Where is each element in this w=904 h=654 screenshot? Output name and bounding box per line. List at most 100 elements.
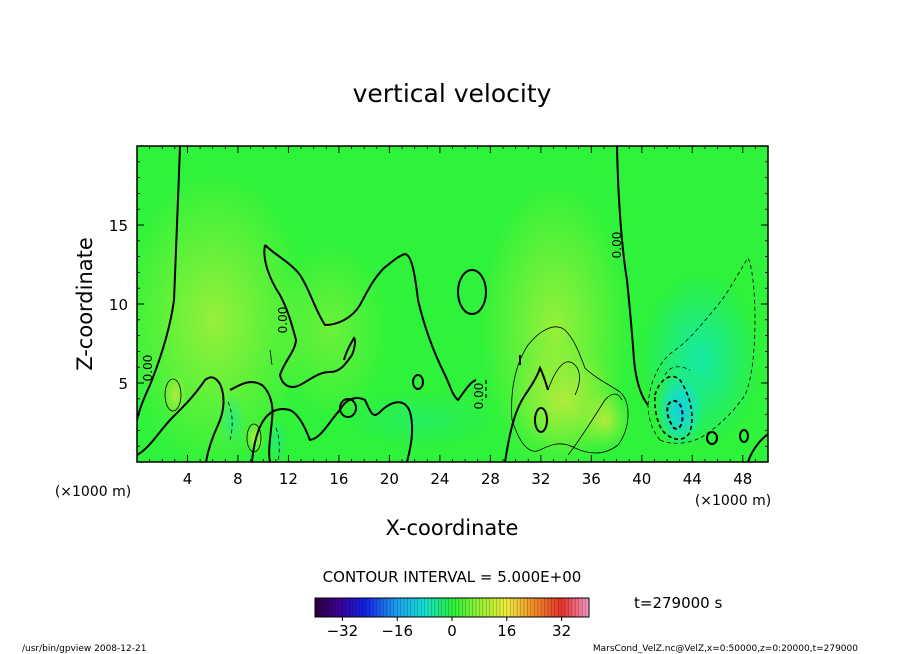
- colorbar-segment: [441, 598, 446, 617]
- updraft-core-small: [245, 420, 265, 456]
- colorbar-tick-label: 32: [552, 622, 571, 640]
- x-axis-label: X-coordinate: [386, 516, 519, 540]
- colorbar-ticks: −32 −16 0 16 32: [327, 617, 571, 640]
- x-tick-label: 40: [632, 470, 651, 488]
- colorbar-segment: [373, 598, 377, 617]
- colorbar-segment: [397, 598, 401, 617]
- colorbar-segment: [345, 598, 350, 617]
- contour-label-1: 0.00: [141, 355, 155, 382]
- contour-negative-left-2: [275, 427, 280, 462]
- colorbar-segment: [527, 598, 532, 617]
- contour-negative-5: [647, 257, 756, 444]
- contour-positive-5: [511, 326, 629, 454]
- colorbar-segment: [513, 598, 518, 617]
- colorbar-segment: [325, 598, 329, 617]
- contour-zero-loop-5: [706, 431, 718, 445]
- y-axis-unit: (×1000 m): [55, 484, 131, 500]
- x-axis-ticks: 4 8 12 16 20 24 28 32 36 40 44 48: [149, 146, 756, 488]
- colorbar-segment: [452, 598, 456, 617]
- contour-zero-loop-2: [339, 398, 357, 418]
- y-tick-label: 15: [109, 217, 128, 235]
- colorbar-segment: [321, 598, 326, 617]
- colorbar-segment: [517, 598, 521, 617]
- colorbar-segment: [541, 598, 545, 617]
- colorbar-segment: [414, 598, 419, 617]
- colorbar-segment: [369, 598, 374, 617]
- colorbar-segment: [386, 598, 391, 617]
- colorbar-segment: [479, 598, 484, 617]
- colorbar-segment: [537, 598, 542, 617]
- colorbar-tick-label: −32: [327, 622, 359, 640]
- contour-interval-text: CONTOUR INTERVAL = 5.000E+00: [323, 568, 582, 586]
- colorbar-segment: [523, 598, 528, 617]
- colorbar-segment: [383, 598, 388, 617]
- colorbar-segment: [544, 598, 549, 617]
- colorbar-segment: [335, 598, 340, 617]
- colorbar-segment: [482, 598, 487, 617]
- contour-zero-loop: [457, 269, 487, 315]
- positive-contours: [164, 326, 629, 456]
- colorbar-segment: [585, 598, 590, 617]
- contour-positive-10: [547, 361, 580, 396]
- contour-negative-15: [666, 399, 684, 430]
- chart-title: vertical velocity: [353, 79, 552, 108]
- colorbar-segment: [455, 598, 460, 617]
- contour-zero-right: [616, 146, 649, 406]
- colorbar-segment: [465, 598, 470, 617]
- colorbar-segment: [410, 598, 415, 617]
- colorbar-segment: [438, 598, 443, 617]
- x-tick-label: 16: [329, 470, 348, 488]
- colorbar-segment: [565, 598, 569, 617]
- colorbar-segment: [558, 598, 562, 617]
- contour-negative-5b: [647, 404, 661, 441]
- negative-contours: [227, 257, 756, 462]
- colorbar: [314, 598, 590, 617]
- footer-left: /usr/bin/gpview 2008-12-21: [22, 644, 146, 654]
- contour-label-2: 0.00: [276, 307, 290, 334]
- colorbar-segment: [342, 598, 347, 617]
- colorbar-segment: [520, 598, 525, 617]
- contour-positive-small: [246, 423, 262, 453]
- heatmap-field: 0.00 0.00 0.00 0.00: [137, 146, 768, 462]
- downdraft-low-left-2: [268, 418, 288, 462]
- x-tick-label: 32: [531, 470, 550, 488]
- colorbar-segment: [390, 598, 395, 617]
- colorbar-segment: [366, 598, 371, 617]
- colorbar-segment: [530, 598, 535, 617]
- colorbar-tick-label: 16: [497, 622, 516, 640]
- colorbar-segment: [554, 598, 559, 617]
- colorbar-segment: [575, 598, 580, 617]
- colorbar-segment: [445, 598, 449, 617]
- colorbar-segment: [499, 598, 504, 617]
- colorbar-segment: [475, 598, 480, 617]
- colorbar-segment: [561, 598, 566, 617]
- colorbar-segment: [503, 598, 508, 617]
- colorbar-segment: [356, 598, 360, 617]
- y-tick-label: 10: [109, 296, 128, 314]
- colorbar-segment: [434, 598, 439, 617]
- colorbar-segment: [534, 598, 538, 617]
- colorbar-segment: [486, 598, 490, 617]
- colorbar-tick-label: −16: [381, 622, 413, 640]
- colorbar-segment: [424, 598, 429, 617]
- colorbar-segment: [328, 598, 333, 617]
- zero-contours: [137, 146, 768, 462]
- x-tick-label: 24: [430, 470, 449, 488]
- updraft-core-right-2: [580, 390, 630, 450]
- colorbar-segment: [352, 598, 357, 617]
- contour-zero-loop-6: [739, 429, 749, 443]
- updraft-core-left: [163, 373, 187, 417]
- colorbar-tick-label: 0: [447, 622, 457, 640]
- colorbar-segment: [493, 598, 497, 617]
- colorbar-segment: [349, 598, 353, 617]
- contour-zero-loop-4: [534, 407, 548, 433]
- colorbar-segment: [332, 598, 336, 617]
- y-axis-ticks: 5 10 15: [109, 161, 768, 447]
- colorbar-segment: [496, 598, 501, 617]
- colorbar-segment: [469, 598, 473, 617]
- contour-negative-5c: [664, 366, 691, 376]
- updraft-region-center: [270, 240, 390, 420]
- x-tick-label: 36: [582, 470, 601, 488]
- colorbar-segment: [421, 598, 425, 617]
- x-tick-label: 28: [481, 470, 500, 488]
